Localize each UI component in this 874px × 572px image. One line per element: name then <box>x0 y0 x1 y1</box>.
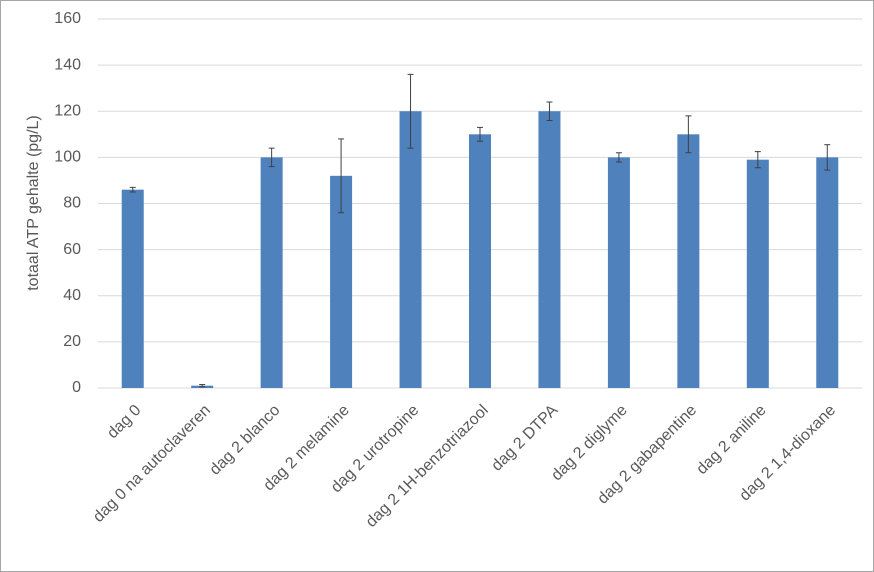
y-tick-label: 80 <box>63 195 81 212</box>
error-bar <box>824 144 831 171</box>
y-tick-label: 20 <box>63 333 81 350</box>
y-tick-label: 60 <box>63 241 81 258</box>
bar <box>330 175 353 388</box>
y-axis-title: totaal ATP gehalte (pg/L) <box>25 115 42 291</box>
bar <box>607 157 630 388</box>
y-tick-label: 0 <box>72 379 81 396</box>
bar <box>469 134 491 388</box>
bar <box>816 157 839 388</box>
y-tick-label: 120 <box>54 102 81 119</box>
error-bar <box>268 147 275 168</box>
error-bar <box>546 101 553 121</box>
bar <box>121 189 144 388</box>
error-bar <box>685 115 692 154</box>
bar <box>260 157 283 388</box>
error-bar <box>338 138 345 214</box>
error-bar <box>407 73 414 149</box>
y-tick-label: 140 <box>54 56 81 73</box>
error-bar <box>477 126 483 142</box>
bar <box>538 111 561 388</box>
error-bar <box>754 151 761 169</box>
bar <box>399 111 422 388</box>
bar <box>677 134 700 388</box>
y-tick-label: 100 <box>54 149 81 166</box>
error-bar <box>199 384 206 388</box>
error-bar <box>129 186 136 193</box>
y-tick-label: 40 <box>63 287 81 304</box>
bar <box>746 159 769 388</box>
y-tick-label: 160 <box>54 10 81 27</box>
error-bar <box>615 152 622 163</box>
